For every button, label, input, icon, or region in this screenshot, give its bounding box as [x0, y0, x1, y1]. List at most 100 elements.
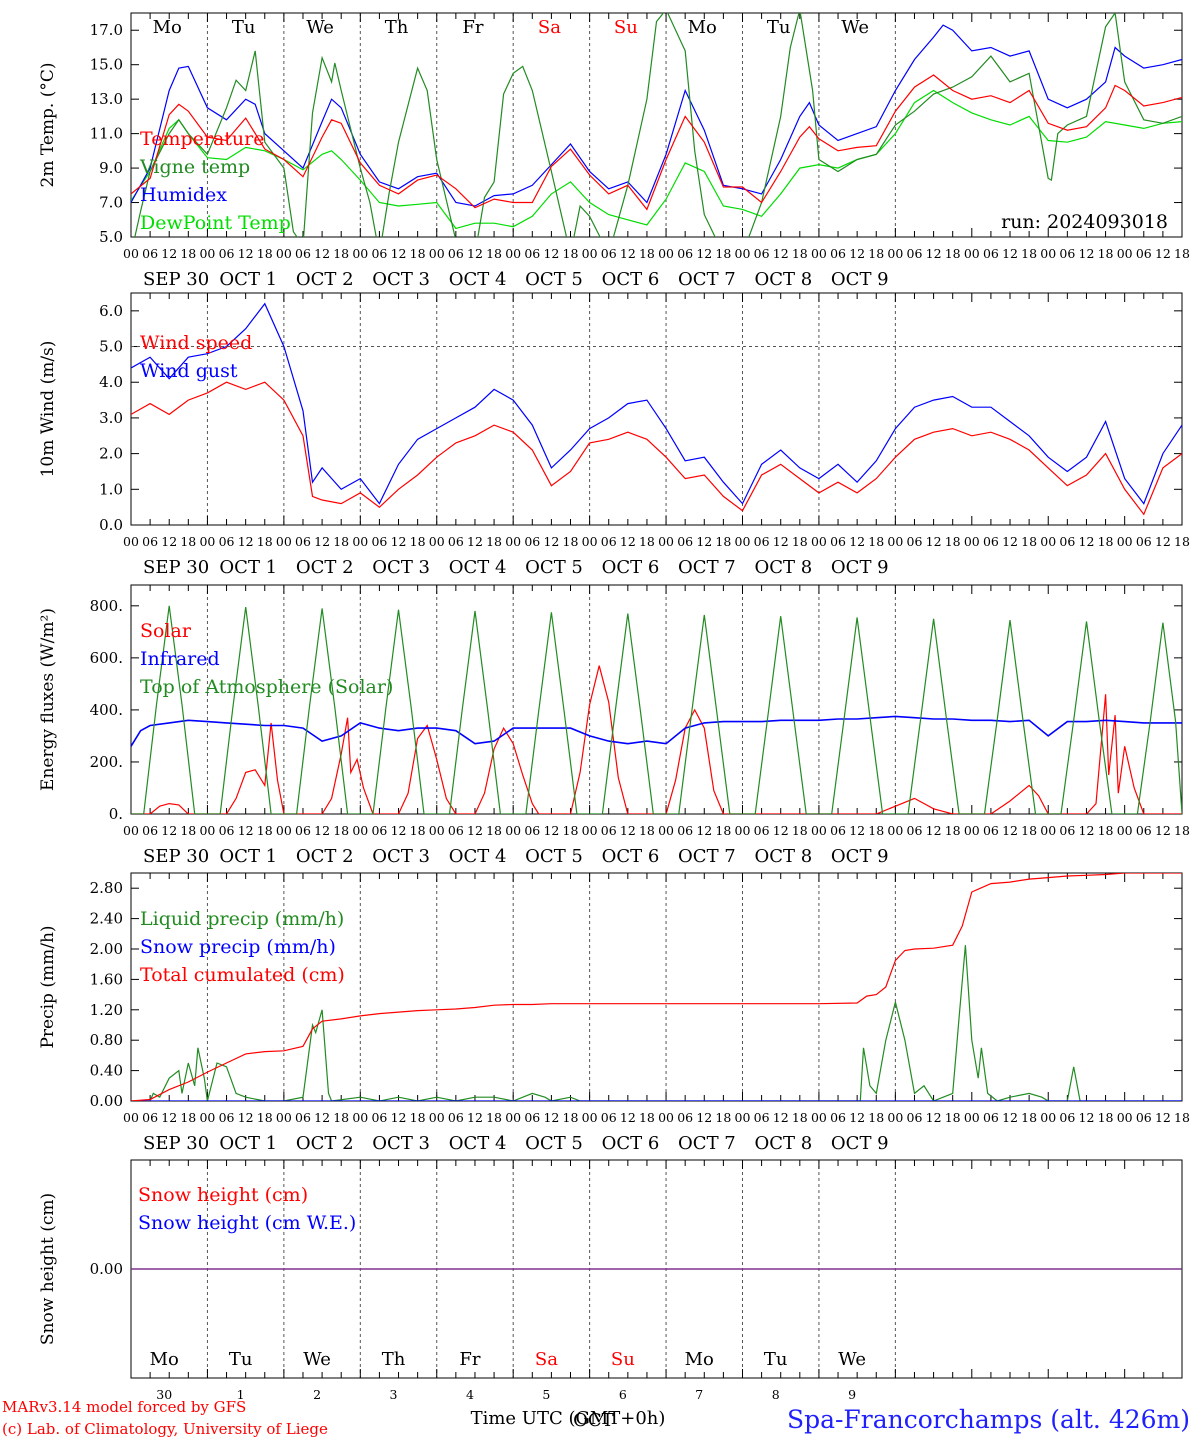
date-label: OCT 5: [525, 269, 583, 290]
hour-label: 06: [1059, 823, 1075, 838]
hour-label: 12: [1079, 534, 1095, 549]
hour-label: 18: [639, 1110, 655, 1125]
date-label: OCT 8: [754, 269, 812, 290]
hour-label: 06: [524, 1110, 540, 1125]
hour-label: 12: [543, 1110, 559, 1125]
day-number: 30: [156, 1387, 172, 1402]
day-number: 2: [313, 1387, 321, 1402]
hour-label: 18: [945, 823, 961, 838]
day-number: 3: [390, 1387, 398, 1402]
legend-entry: Solar: [140, 620, 192, 642]
series-line-liquid-precip-mm-h-: [131, 945, 1182, 1101]
hour-label: 18: [333, 246, 349, 261]
day-number: 7: [695, 1387, 703, 1402]
hour-label: 12: [926, 1110, 942, 1125]
y-tick-label: 0.: [109, 805, 123, 823]
hour-label: 18: [486, 823, 502, 838]
day-number: 8: [772, 1387, 780, 1402]
series-line-infrared: [131, 715, 1182, 747]
hour-label: 00: [887, 534, 903, 549]
date-label: OCT 4: [449, 557, 507, 578]
hour-label: 06: [754, 534, 770, 549]
hour-label: 00: [1117, 534, 1133, 549]
date-label: SEP 30: [143, 846, 209, 867]
hour-label: 00: [735, 823, 751, 838]
date-label: OCT 8: [754, 846, 812, 867]
date-label: OCT 9: [831, 557, 889, 578]
hour-label: 12: [773, 823, 789, 838]
month-label: OCT: [573, 1410, 614, 1431]
day-name-bottom: Sa: [535, 1349, 558, 1370]
hour-label: 00: [964, 534, 980, 549]
y-tick-label: 200.: [90, 753, 123, 771]
day-name: Tu: [232, 17, 256, 38]
hour-label: 18: [180, 246, 196, 261]
hour-label: 00: [505, 823, 521, 838]
date-label: OCT 1: [219, 269, 277, 290]
hour-label: 12: [161, 1110, 177, 1125]
hour-label: 18: [257, 823, 273, 838]
date-label: OCT 3: [372, 846, 430, 867]
day-name: Su: [614, 17, 638, 38]
hour-label: 06: [448, 823, 464, 838]
hour-label: 12: [1079, 823, 1095, 838]
hour-label: 06: [983, 1110, 999, 1125]
hour-label: 12: [1155, 246, 1171, 261]
day-number: 9: [848, 1387, 856, 1402]
series-line-top-of-atmosphere-solar-: [131, 605, 1182, 814]
hour-label: 06: [677, 1110, 693, 1125]
hour-label: 18: [486, 1110, 502, 1125]
date-label: OCT 3: [372, 269, 430, 290]
hour-label: 06: [983, 823, 999, 838]
hour-label: 06: [754, 1110, 770, 1125]
hour-label: 12: [467, 823, 483, 838]
hour-label: 00: [1040, 823, 1056, 838]
date-label: OCT 5: [525, 1133, 583, 1154]
hour-label: 12: [391, 534, 407, 549]
day-name: We: [841, 17, 869, 38]
y-axis-label: 2m Temp. (°C): [38, 62, 58, 187]
y-tick-label: 0.0: [99, 516, 123, 534]
y-tick-label: 1.60: [90, 970, 123, 988]
hour-label: 06: [907, 823, 923, 838]
hour-label: 00: [123, 823, 139, 838]
hour-label: 12: [1002, 1110, 1018, 1125]
legend-entry: Vigne temp: [139, 156, 250, 178]
date-label: OCT 1: [219, 1133, 277, 1154]
hour-label: 06: [219, 1110, 235, 1125]
hour-label: 18: [257, 534, 273, 549]
hour-label: 12: [1079, 246, 1095, 261]
hour-label: 18: [180, 1110, 196, 1125]
y-tick-label: 17.0: [90, 21, 123, 39]
hour-label: 18: [1021, 1110, 1037, 1125]
y-tick-label: 3.0: [99, 409, 123, 427]
plot-frame: [130, 584, 1183, 815]
hour-label: 06: [983, 534, 999, 549]
hour-label: 12: [926, 246, 942, 261]
hour-label: 18: [639, 823, 655, 838]
hour-label: 00: [199, 534, 215, 549]
hour-label: 00: [199, 823, 215, 838]
hour-label: 00: [429, 534, 445, 549]
hour-label: 12: [543, 534, 559, 549]
site-name: Spa-Francorchamps (alt. 426m): [787, 1405, 1190, 1434]
credit-line-2: (c) Lab. of Climatology, University of L…: [2, 1420, 328, 1438]
y-tick-label: 6.0: [99, 302, 123, 320]
hour-label: 06: [907, 534, 923, 549]
hour-label: 18: [715, 1110, 731, 1125]
hour-label: 18: [333, 823, 349, 838]
y-tick-label: 2.0: [99, 445, 123, 463]
day-name-bottom: Mo: [685, 1349, 714, 1370]
hour-label: 12: [238, 1110, 254, 1125]
hour-label: 00: [352, 534, 368, 549]
series-line-total-cumulated-cm-: [131, 873, 1182, 1101]
hour-label: 06: [830, 246, 846, 261]
legend-entry: Infrared: [140, 648, 220, 670]
hour-label: 12: [773, 534, 789, 549]
day-name: Tu: [767, 17, 791, 38]
hour-label: 00: [658, 1110, 674, 1125]
hour-label: 12: [849, 246, 865, 261]
hour-label: 06: [983, 246, 999, 261]
hour-label: 18: [715, 534, 731, 549]
hour-label: 06: [219, 246, 235, 261]
